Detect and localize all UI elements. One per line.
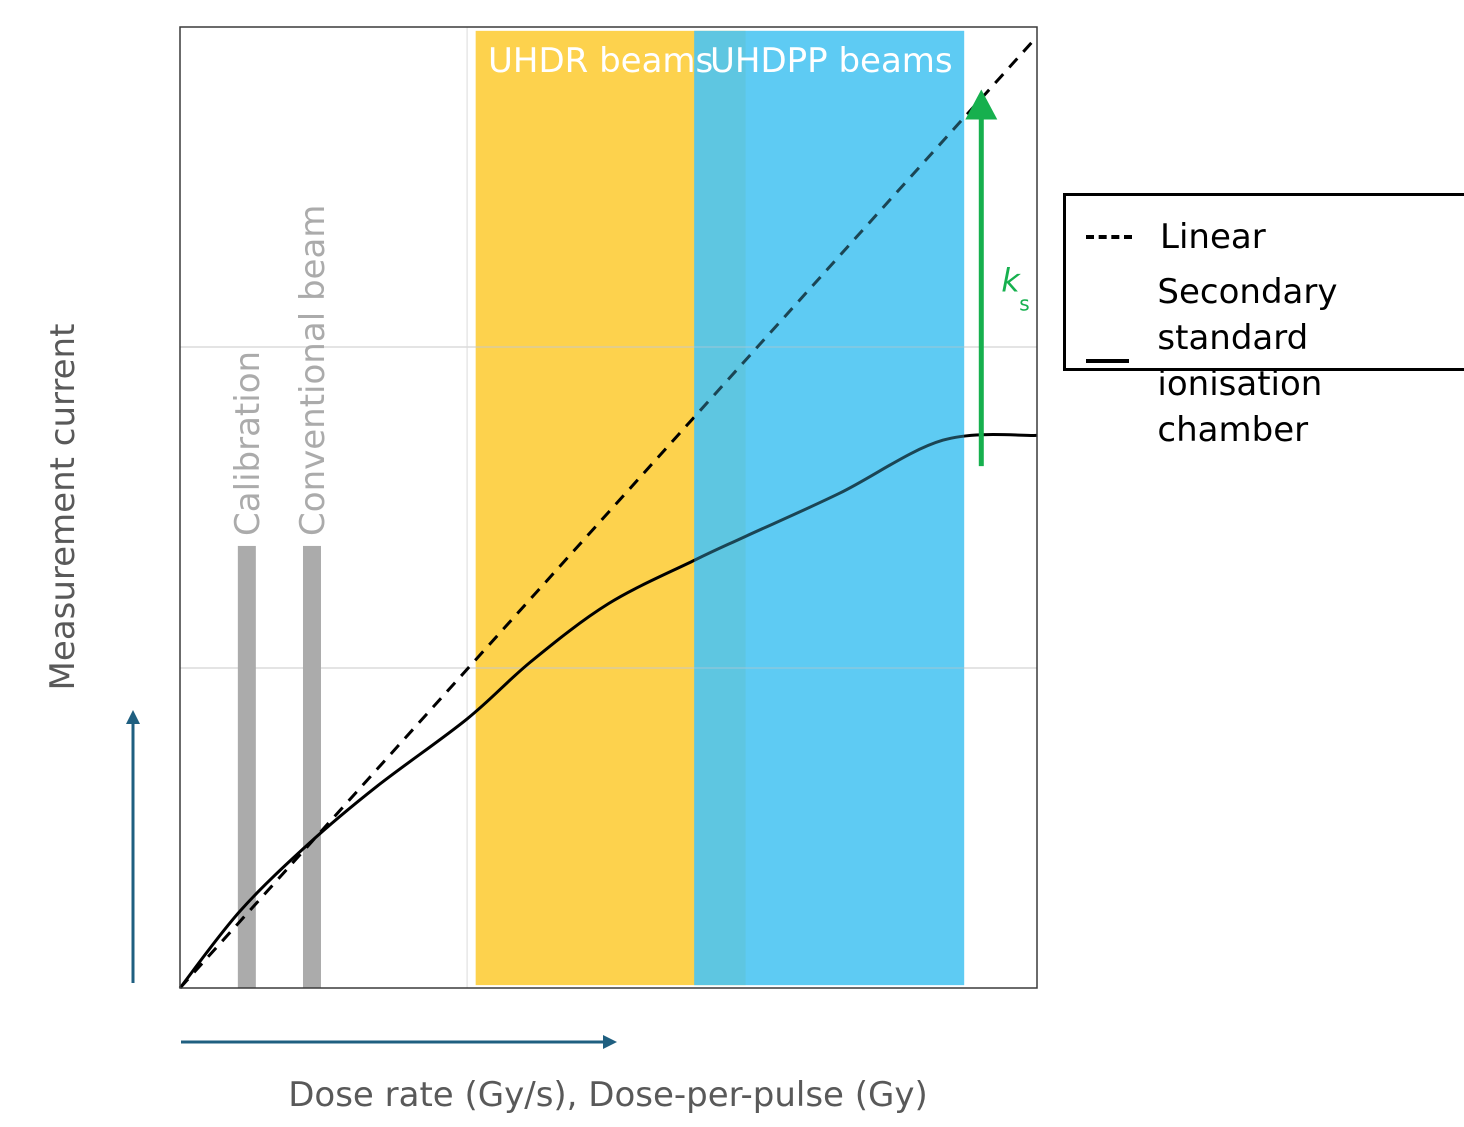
ks-arrow-head xyxy=(965,89,998,120)
annotations: ks xyxy=(965,89,1030,467)
shaded-regions xyxy=(475,30,965,986)
legend: Linear Secondary standard ionisation cha… xyxy=(1063,193,1464,450)
legend-label-linear: Linear xyxy=(1160,217,1266,257)
region-tint-overlay xyxy=(694,30,965,986)
legend-item-linear: Linear xyxy=(1086,214,1266,260)
plot-frame xyxy=(179,26,1038,989)
axis-arrows xyxy=(126,710,617,1049)
legend-swatch-dashed xyxy=(1086,235,1132,239)
ks-label: k xyxy=(1001,261,1021,299)
region-uhdpp-beams xyxy=(694,30,965,986)
marker-bar-conventional-beam xyxy=(302,545,321,988)
gridlines xyxy=(180,27,1037,988)
legend-swatch-solid xyxy=(1086,359,1130,363)
marker-bar-calibration xyxy=(237,545,256,988)
marker-label-conventional-beam: Conventional beam xyxy=(293,205,333,536)
x-axis-arrow-head xyxy=(603,1035,617,1049)
region-label-uhdpp: UHDPP beams xyxy=(710,41,953,81)
marker-label-calibration: Calibration xyxy=(228,351,268,536)
x-axis-label: Dose rate (Gy/s), Dose-per-pulse (Gy) xyxy=(288,1075,928,1115)
y-axis-label: Measurement current xyxy=(43,324,83,691)
series-lines xyxy=(178,30,1039,990)
ks-subscript: s xyxy=(1019,291,1029,315)
legend-item-chamber: Secondary standard ionisation chamber xyxy=(1086,269,1464,453)
region-label-uhdr: UHDR beams xyxy=(488,41,713,81)
legend-label-chamber: Secondary standard ionisation chamber xyxy=(1157,272,1338,450)
series-line-chamber xyxy=(178,433,1038,989)
y-axis-arrow-head xyxy=(126,710,140,724)
marker-bars xyxy=(237,545,321,988)
